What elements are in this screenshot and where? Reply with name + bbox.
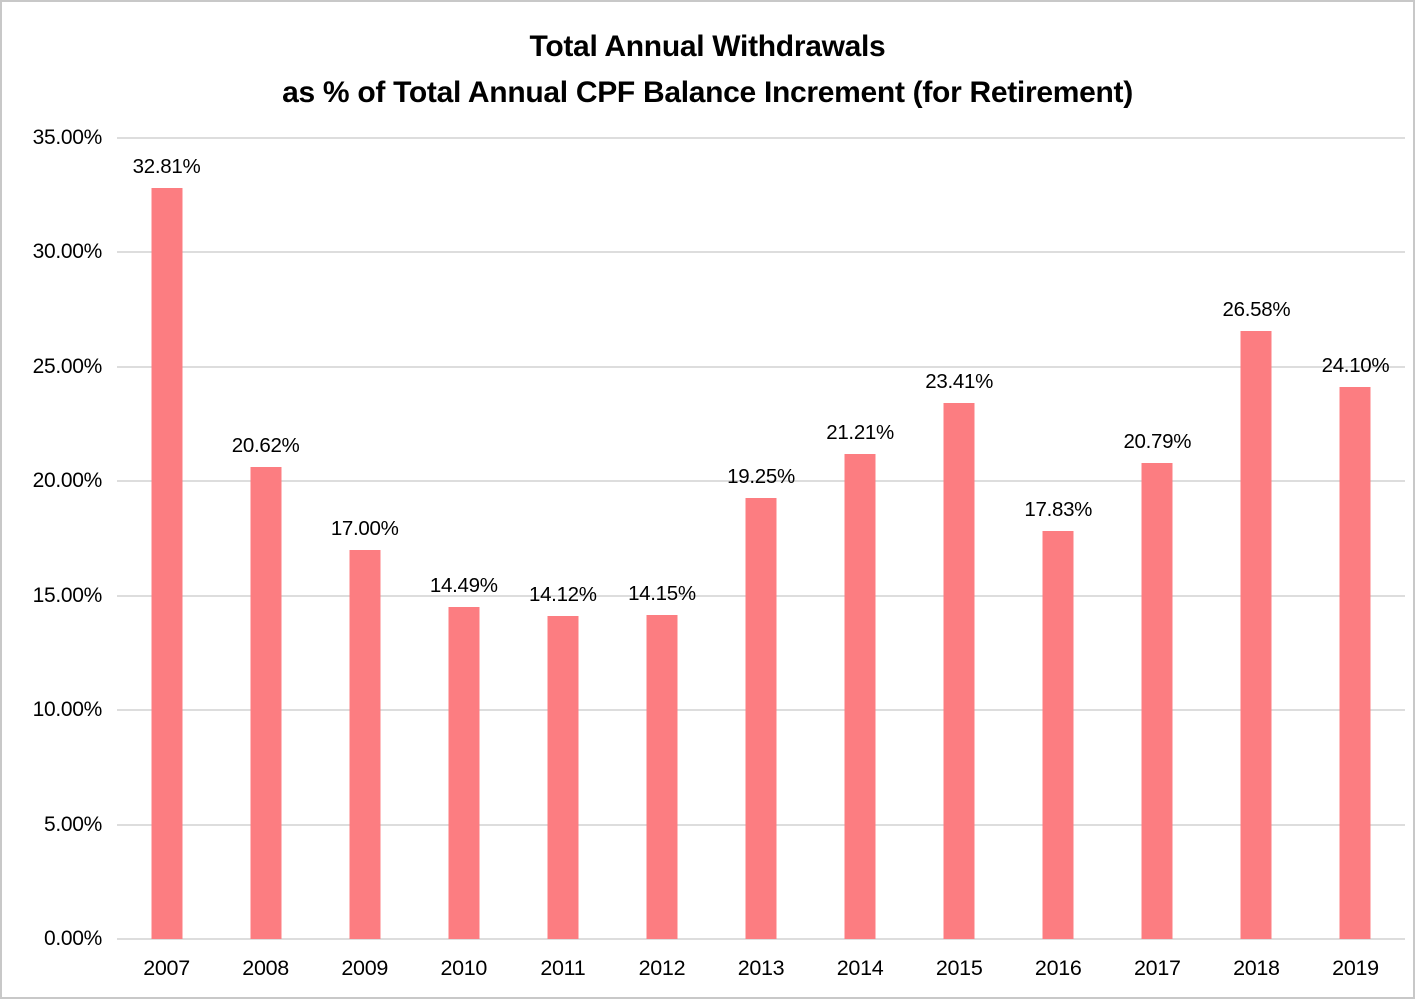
bar-2017 — [1141, 463, 1173, 939]
chart-title-line1: Total Annual Withdrawals — [529, 30, 886, 63]
bar-slot-2010: 14.49% 2010 — [414, 138, 513, 980]
x-tick-label-2018: 2018 — [1233, 956, 1280, 980]
bar-2010 — [448, 607, 480, 939]
bar-slot-2019: 24.10% 2019 — [1306, 138, 1405, 980]
bar-2015 — [943, 403, 975, 939]
x-tick-label-2010: 2010 — [440, 956, 488, 980]
bar-value-label-2016: 17.83% — [1024, 497, 1093, 521]
bar-2007 — [151, 188, 183, 939]
bar-value-label-2009: 17.00% — [330, 516, 399, 540]
x-tick-label-2019: 2019 — [1332, 956, 1379, 980]
x-tick-label-2014: 2014 — [836, 956, 884, 980]
x-tick-label-2013: 2013 — [737, 956, 785, 980]
gridline — [117, 480, 1405, 483]
bar-value-label-2015: 23.41% — [925, 370, 994, 394]
bar-slot-2014: 21.21% 2014 — [811, 138, 910, 980]
plot-area: 32.81% 2007 20.62% 2008 17.00% 2009 14.49% 2010… — [117, 137, 1405, 980]
bar-slot-2016: 17.83% 2016 — [1009, 138, 1108, 980]
bar-value-label-2007: 32.81% — [132, 155, 201, 179]
bar-slot-2017: 20.79% 2017 — [1108, 138, 1207, 980]
gridline — [117, 938, 1405, 940]
y-tick-label: 15.00% — [32, 583, 103, 607]
x-tick-label-2008: 2008 — [242, 956, 289, 980]
chart-title: Total Annual Withdrawals as % of Total A… — [2, 24, 1413, 116]
gridline — [117, 137, 1405, 139]
bar-slot-2009: 17.00% 2009 — [315, 138, 414, 980]
x-tick-label-2017: 2017 — [1134, 956, 1181, 980]
bar-2008 — [250, 467, 282, 939]
y-tick-label: 10.00% — [32, 698, 103, 722]
x-tick-label-2016: 2016 — [1034, 956, 1082, 980]
x-tick-label-2007: 2007 — [143, 956, 190, 980]
chart-title-line2: as % of Total Annual CPF Balance Increme… — [282, 76, 1133, 109]
bar-2013 — [745, 498, 777, 939]
x-tick-label-2009: 2009 — [341, 956, 389, 980]
y-tick-label: 30.00% — [32, 240, 103, 264]
bars-row: 32.81% 2007 20.62% 2008 17.00% 2009 14.49% 2010… — [117, 138, 1405, 980]
bar-2009 — [349, 549, 381, 939]
bar-2016 — [1042, 530, 1074, 939]
y-tick-label: 35.00% — [32, 126, 103, 149]
bar-2011 — [547, 615, 579, 939]
bar-value-label-2018: 26.58% — [1222, 297, 1291, 321]
bar-slot-2013: 19.25% 2013 — [711, 138, 810, 980]
bar-slot-2015: 23.41% 2015 — [910, 138, 1009, 980]
gridline — [117, 251, 1405, 254]
y-tick-label: 20.00% — [32, 469, 103, 493]
bar-value-label-2017: 20.79% — [1123, 430, 1192, 454]
bar-value-label-2013: 19.25% — [727, 465, 795, 489]
bar-2012 — [646, 615, 678, 939]
gridline — [117, 365, 1405, 368]
bar-slot-2008: 20.62% 2008 — [216, 138, 315, 980]
bar-2019 — [1339, 387, 1371, 939]
y-tick-label: 0.00% — [43, 927, 102, 950]
bar-value-label-2011: 14.12% — [528, 582, 597, 606]
bar-value-label-2019: 24.10% — [1321, 354, 1390, 378]
bar-value-label-2012: 14.15% — [628, 582, 696, 606]
x-tick-label-2015: 2015 — [935, 956, 983, 980]
y-tick-label: 5.00% — [43, 812, 102, 836]
bar-slot-2007: 32.81% 2007 — [117, 138, 216, 980]
bar-2018 — [1240, 330, 1272, 939]
bar-slot-2012: 14.15% 2012 — [612, 138, 711, 980]
bar-slot-2018: 26.58% 2018 — [1207, 138, 1306, 980]
x-tick-label-2011: 2011 — [540, 956, 586, 980]
bar-value-label-2010: 14.49% — [429, 574, 498, 598]
x-tick-label-2012: 2012 — [638, 956, 686, 980]
y-tick-label: 25.00% — [32, 354, 103, 378]
bar-slot-2011: 14.12% 2011 — [513, 138, 612, 980]
bar-2014 — [844, 453, 876, 939]
y-axis: 0.00% 5.00% 10.00% 15.00% 20.00% 25.00% 30.00%… — [2, 126, 103, 950]
bar-value-label-2008: 20.62% — [231, 434, 300, 458]
bar-value-label-2014: 21.21% — [826, 420, 894, 444]
